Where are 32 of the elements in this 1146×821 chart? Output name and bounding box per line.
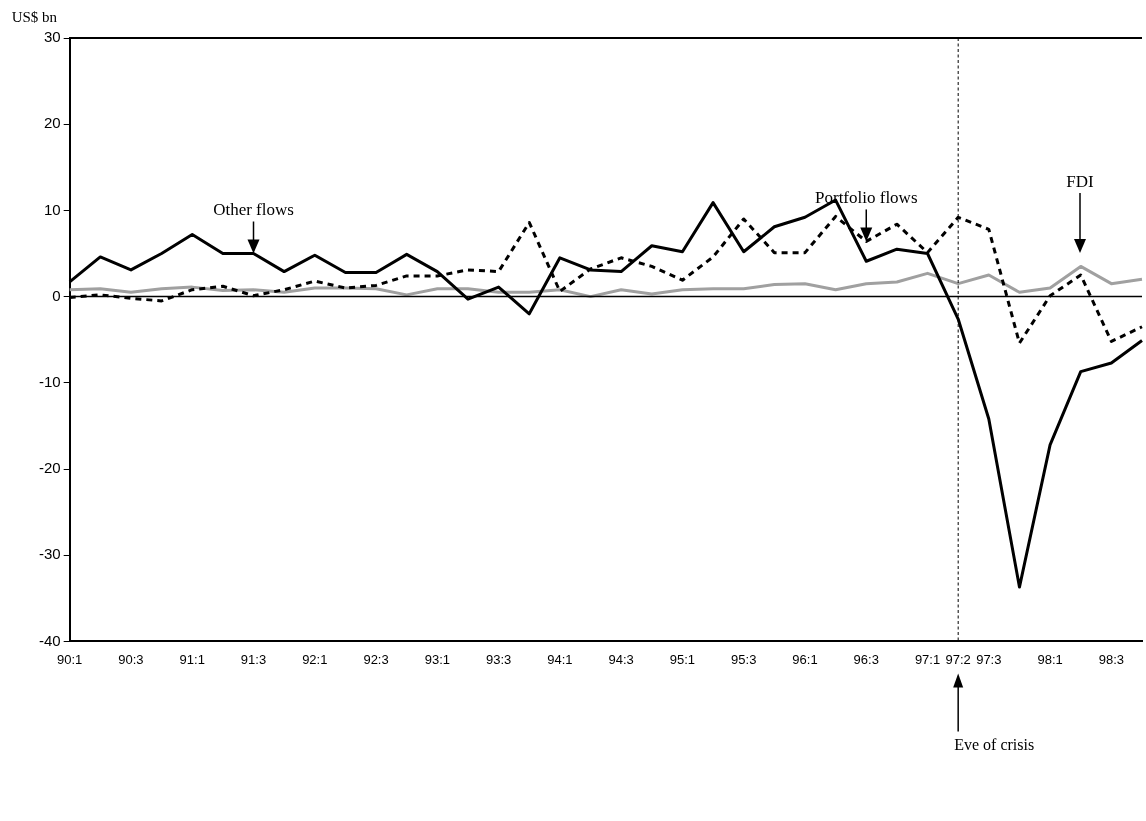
annotation: FDI <box>1066 171 1095 191</box>
x-tick-label: 92:1 <box>302 651 328 667</box>
y-tick-label: -10 <box>38 372 61 390</box>
x-tick-label: 98:1 <box>1037 651 1063 667</box>
y-tick-label: 20 <box>43 114 61 132</box>
annotation: Other flows <box>213 200 294 220</box>
y-tick-label: 0 <box>52 286 61 304</box>
x-tick-label: 93:3 <box>485 651 512 667</box>
y-tick-label: 30 <box>43 28 61 46</box>
x-tick-label: 94:1 <box>547 651 573 667</box>
x-tick-label: 97:2 <box>945 651 971 667</box>
x-tick-label: 91:1 <box>179 651 205 667</box>
x-tick-label: 98:3 <box>1098 651 1125 667</box>
x-tick-label: 95:3 <box>731 651 757 667</box>
x-tick-label: 94:3 <box>608 651 634 667</box>
y-tick-label: -30 <box>38 545 61 563</box>
y-tick-label: 10 <box>43 200 61 218</box>
y-tick-label: -20 <box>38 459 61 477</box>
x-tick-label: 97:1 <box>914 651 941 667</box>
x-tick-label: 90:3 <box>118 651 144 667</box>
y-axis-title: US$ bn <box>11 9 58 26</box>
annotation: Portfolio flows <box>815 188 918 208</box>
x-tick-label: 95:1 <box>669 651 696 667</box>
x-tick-label: 90:1 <box>57 651 83 667</box>
x-tick-label: 91:3 <box>240 651 267 667</box>
x-tick-label: 93:1 <box>424 651 450 667</box>
x-tick-label: 97:3 <box>976 651 1002 667</box>
x-tick-label: 96:1 <box>792 651 818 667</box>
ref-line-label: Eve of crisis <box>954 735 1035 753</box>
y-tick-label: -40 <box>38 631 61 649</box>
x-tick-label: 92:3 <box>363 651 389 667</box>
x-tick-label: 96:3 <box>853 651 879 667</box>
